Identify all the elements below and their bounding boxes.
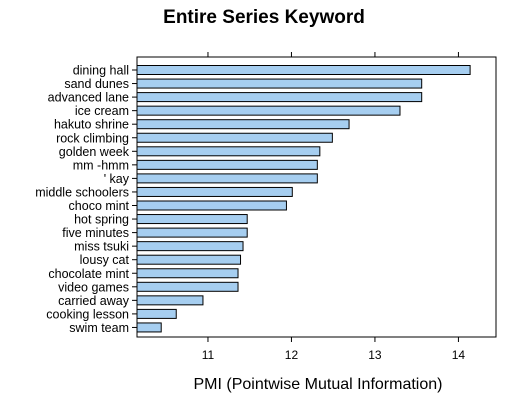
bar-16 [136,281,239,292]
category-label-10: choco mint [69,199,130,213]
x-axis-label: PMI (Pointwise Mutual Information) [194,376,443,393]
x-axis-ticks: 11 12 13 14 [202,52,466,362]
category-label-17: carried away [58,294,130,308]
category-label-19: swim team [69,321,129,335]
bar-2 [136,92,423,103]
bars-group [136,65,471,333]
bar-7 [136,159,318,170]
bar-11 [136,214,248,225]
bar-18 [136,308,177,319]
bar-15 [136,268,239,279]
bar-3 [136,105,401,116]
category-label-2: advanced lane [48,91,129,105]
category-label-5: rock climbing [56,131,129,145]
category-label-8: ' kay [104,172,130,186]
bar-9 [136,186,293,197]
category-label-0: dining hall [73,64,129,78]
category-label-3: ice cream [75,104,129,118]
bar-6 [136,146,321,157]
x-tick-label-2: 13 [368,348,382,362]
bar-4 [136,119,350,130]
category-label-18: cooking lesson [46,307,129,321]
bar-5 [136,132,333,143]
bar-12 [136,227,248,238]
bar-1 [136,78,423,89]
bar-17 [136,295,204,306]
category-label-7: mm -hmm [73,158,129,172]
category-label-6: golden week [59,145,130,159]
category-label-12: five minutes [62,226,129,240]
bar-10 [136,200,287,211]
plot-frame [136,56,497,338]
bar-8 [136,173,318,184]
category-label-16: video games [58,280,129,294]
category-label-13: miss tsuki [74,240,129,254]
category-label-1: sand dunes [64,77,129,91]
bar-0 [136,65,471,75]
bar-13 [136,241,244,252]
category-label-15: chocolate mint [48,267,129,281]
category-label-9: middle schoolers [35,185,129,199]
x-tick-label-0: 11 [202,348,215,362]
category-label-14: lousy cat [80,253,130,267]
x-tick-label-1: 12 [285,348,299,362]
category-label-4: hakuto shrine [54,118,129,132]
chart-title: Entire Series Keyword [163,7,365,28]
category-label-11: hot spring [74,213,129,227]
x-tick-label-3: 14 [452,348,466,362]
bar-14 [136,254,242,265]
bar-19 [136,322,162,333]
